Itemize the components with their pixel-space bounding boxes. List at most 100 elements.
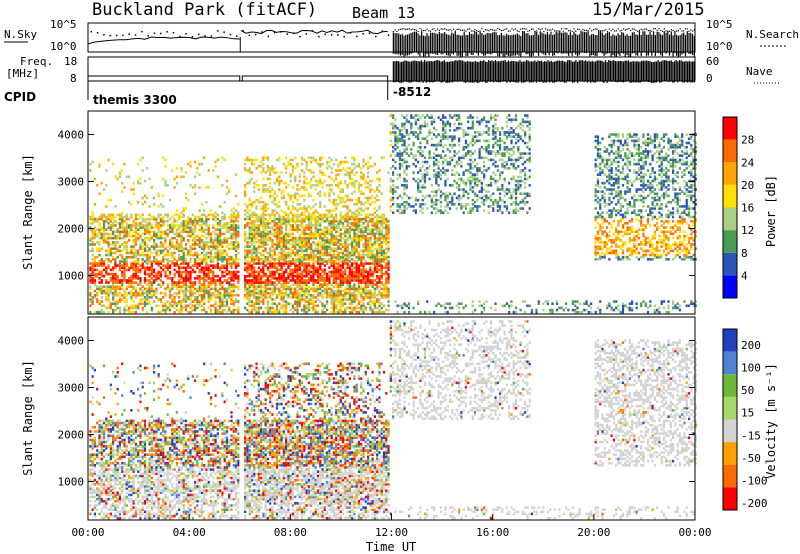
echo-cell <box>209 257 213 261</box>
echo-cell <box>312 241 315 244</box>
echo-cell <box>250 238 254 242</box>
echo-cell <box>257 198 260 202</box>
echo-cell <box>303 281 306 284</box>
echo-cell <box>248 198 251 202</box>
echo-cell <box>355 222 358 225</box>
echo-cell <box>353 203 356 206</box>
nave-bar <box>583 60 585 82</box>
echo-cell <box>118 308 122 312</box>
nave-bar <box>402 61 404 83</box>
echo-cell <box>225 238 229 242</box>
nsearch-point <box>622 28 625 30</box>
echo-cell <box>369 281 372 284</box>
nsearch-point <box>514 28 517 30</box>
echo-cell <box>344 234 347 238</box>
echo-cell <box>180 260 183 263</box>
echo-cell <box>250 232 254 236</box>
echo-cell <box>362 243 365 246</box>
echo-cell <box>203 213 206 217</box>
echo-cell <box>282 251 285 255</box>
echo-cell <box>355 310 358 314</box>
noise-bar <box>415 31 417 53</box>
echo-cell <box>168 270 172 274</box>
echo-cell <box>266 156 270 160</box>
echo-cell <box>212 241 215 244</box>
echo-cell <box>148 274 151 278</box>
echo-cell <box>298 236 301 240</box>
echo-cell <box>344 310 347 314</box>
echo-cell <box>314 158 317 162</box>
echo-cell <box>312 198 315 202</box>
echo-cell <box>89 249 92 253</box>
echo-cell <box>280 245 283 248</box>
echo-cell <box>305 287 308 291</box>
echo-cell <box>328 257 331 261</box>
echo-cell <box>246 274 249 278</box>
echo-cell <box>203 266 206 270</box>
echo-cell <box>130 291 133 295</box>
echo-cell <box>248 293 251 297</box>
echo-cell <box>366 285 370 289</box>
echo-cell <box>150 230 153 234</box>
echo-cell <box>191 293 194 297</box>
echo-cell <box>257 245 260 248</box>
echo-cell <box>285 217 288 221</box>
echo-cell <box>187 249 190 253</box>
echo-cell <box>225 257 229 261</box>
echo-cell <box>130 262 133 265</box>
echo-cell <box>291 257 295 261</box>
echo-cell <box>216 257 219 261</box>
nave-bar <box>425 61 427 83</box>
echo-cell <box>125 249 128 253</box>
echo-cell <box>205 222 208 225</box>
nsearch-point <box>566 28 568 30</box>
echo-cell <box>282 274 285 278</box>
echo-cell <box>278 289 281 293</box>
echo-cell <box>351 274 354 278</box>
echo-cell <box>337 302 340 306</box>
echo-cell <box>346 194 349 198</box>
echo-cell <box>221 215 224 219</box>
echo-cell <box>298 262 301 265</box>
echo-cell <box>337 164 340 168</box>
echo-cell <box>175 213 178 217</box>
echo-cell <box>321 304 324 308</box>
echo-cell <box>166 264 169 267</box>
echo-cell <box>314 215 317 219</box>
echo-cell <box>184 207 188 210</box>
echo-cell <box>105 215 108 219</box>
echo-cell <box>159 243 163 246</box>
echo-cell <box>305 241 308 244</box>
echo-cell <box>314 281 317 284</box>
echo-cell <box>216 264 219 267</box>
echo-cell <box>100 181 103 185</box>
echo-cell <box>173 186 176 189</box>
echo-cell <box>341 226 345 229</box>
echo-cell <box>285 156 288 160</box>
echo-cell <box>134 274 137 278</box>
echo-cell <box>246 224 249 227</box>
echo-cell <box>307 222 310 225</box>
echo-cell <box>269 272 272 276</box>
noise-bar <box>626 34 628 56</box>
echo-cell <box>344 205 347 208</box>
echo-cell <box>303 298 306 301</box>
echo-cell <box>150 281 153 284</box>
echo-cell <box>291 226 295 229</box>
echo-cell <box>219 279 222 282</box>
echo-cell <box>248 222 251 225</box>
echo-cell <box>271 253 274 257</box>
echo-cell <box>187 226 190 229</box>
echo-cell <box>298 215 301 219</box>
echo-cell <box>366 255 370 259</box>
echo-cell <box>360 268 363 272</box>
echo-cell <box>214 266 217 270</box>
echo-cell <box>323 179 326 183</box>
echo-cell <box>282 262 285 265</box>
echo-cell <box>223 213 226 217</box>
nsky-trace <box>87 36 240 45</box>
nave-bar <box>460 60 462 82</box>
echo-cell <box>146 293 149 297</box>
echo-cell <box>152 274 156 278</box>
echo-cell <box>325 228 329 231</box>
